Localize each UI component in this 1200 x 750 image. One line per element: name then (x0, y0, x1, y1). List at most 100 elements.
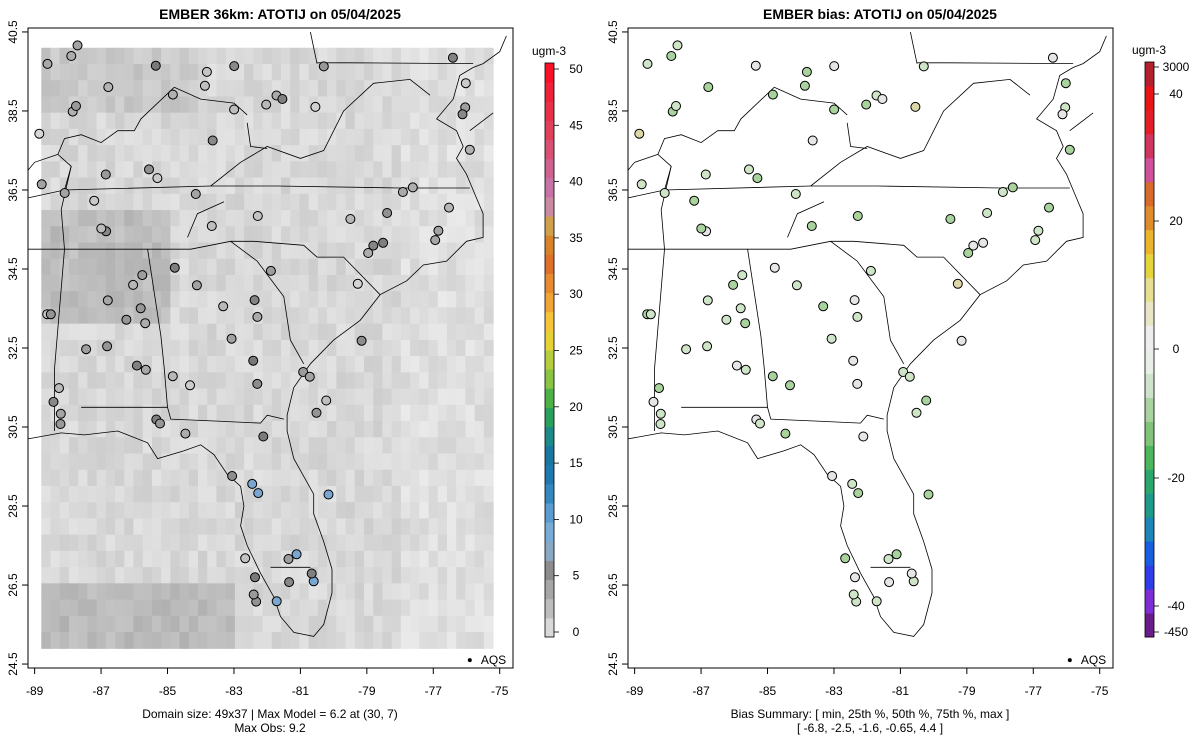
model-grid-cell (50, 469, 61, 487)
y-tick-label: 32.5 (606, 336, 620, 360)
aqs-site-marker (54, 383, 64, 394)
model-grid-cell (41, 421, 52, 438)
model-grid-cell (198, 291, 208, 309)
model-grid-cell (308, 421, 319, 438)
model-grid-cell (483, 177, 494, 195)
model-grid-cell (281, 128, 291, 146)
aqs-site-marker (45, 309, 56, 320)
model-grid-cell (262, 307, 273, 325)
model-grid-cell (68, 583, 79, 601)
model-grid-cell (262, 485, 273, 503)
model-grid-cell (382, 453, 393, 471)
model-grid-cell (271, 291, 282, 309)
model-grid-cell (68, 161, 79, 179)
aqs-site-marker (252, 211, 263, 221)
model-grid-cell (50, 226, 61, 244)
model-grid-cell (271, 485, 282, 503)
model-grid-cell (151, 356, 162, 373)
model-grid-cell (161, 518, 171, 536)
model-grid-cell (188, 323, 199, 341)
model-grid-cell (244, 80, 254, 98)
model-grid-cell (308, 437, 319, 455)
aqs-site-marker (700, 169, 711, 180)
model-grid-cell (428, 632, 439, 649)
model-grid-cell (483, 112, 494, 130)
model-grid-cell (41, 550, 52, 568)
model-grid-cell (78, 615, 88, 633)
model-grid-cell (474, 161, 485, 179)
model-grid-cell (474, 632, 485, 649)
model-grid-cell (87, 356, 98, 373)
model-grid-cell (105, 599, 116, 617)
model-grid-cell (216, 388, 227, 406)
model-grid-cell (124, 356, 135, 373)
model-grid-cell (216, 421, 227, 438)
model-grid-cell (161, 502, 171, 520)
model-grid-cell (400, 502, 411, 520)
model-colorbar-segment (545, 63, 554, 83)
model-grid-cell (317, 242, 328, 260)
model-grid-cell (124, 47, 135, 65)
model-grid-cell (299, 161, 310, 179)
model-grid-cell (68, 615, 79, 633)
model-grid-cell (317, 161, 328, 179)
model-grid-cell (410, 274, 420, 292)
model-grid-cell (299, 550, 310, 568)
model-grid-cell (437, 534, 448, 552)
model-grid-cell (446, 258, 457, 276)
model-grid-cell (78, 502, 88, 520)
aqs-site-marker (226, 333, 237, 344)
aqs-site-marker (826, 333, 837, 344)
model-grid-cell (234, 615, 245, 633)
model-grid-cell (262, 469, 273, 487)
model-grid-cell (327, 274, 337, 292)
model-grid-cell (373, 63, 384, 81)
model-grid-cell (382, 632, 393, 649)
model-grid-cell (391, 518, 402, 536)
aqs-site-marker (229, 104, 240, 115)
model-grid-cell (262, 80, 273, 98)
model-map-svg: -89 -87 -85 -83 -81 -79 -77 -7540.538.536.534.5… (6, 20, 583, 698)
model-grid-cell (96, 583, 107, 601)
model-grid-cell (244, 518, 254, 536)
model-grid-cell (59, 356, 70, 373)
model-grid-cell (225, 258, 236, 276)
model-grid-cell (281, 485, 291, 503)
model-grid-cell (419, 242, 430, 260)
model-colorbar-segment (545, 464, 554, 485)
model-grid-cell (234, 145, 245, 162)
model-grid-cell (400, 339, 411, 357)
model-grid-cell (400, 534, 411, 552)
aqs-site-marker (1057, 109, 1068, 120)
model-grid-cell (78, 599, 88, 617)
model-grid-cell (382, 372, 393, 390)
model-grid-cell (142, 567, 153, 584)
model-grid-cell (244, 485, 254, 503)
model-grid-cell (105, 534, 116, 552)
model-grid-cell (198, 274, 208, 292)
model-grid-cell (216, 372, 227, 390)
model-grid-cell (50, 258, 61, 276)
model-grid-cell (179, 307, 190, 325)
model-grid-cell (68, 226, 79, 244)
bias-colorbar-segment (1145, 613, 1154, 638)
river-border (57, 87, 175, 191)
model-grid-cell (456, 550, 467, 568)
model-grid-cell (161, 469, 171, 487)
model-grid-cell (68, 599, 79, 617)
model-grid-cell (253, 323, 264, 341)
model-grid-cell (428, 177, 439, 195)
model-grid-cell (170, 550, 181, 568)
model-grid-cell (410, 518, 420, 536)
model-grid-cell (78, 404, 88, 422)
model-grid-cell (373, 421, 384, 438)
aqs-site-marker (291, 549, 302, 560)
model-grid-cell (483, 258, 494, 276)
model-grid-cell (198, 453, 208, 471)
y-tick-label: 30.5 (606, 415, 620, 439)
model-grid-cell (41, 453, 52, 471)
model-grid-cell (234, 128, 245, 146)
model-grid-cell (345, 388, 356, 406)
model-grid-cell (428, 356, 439, 373)
model-grid-cell (428, 518, 439, 536)
